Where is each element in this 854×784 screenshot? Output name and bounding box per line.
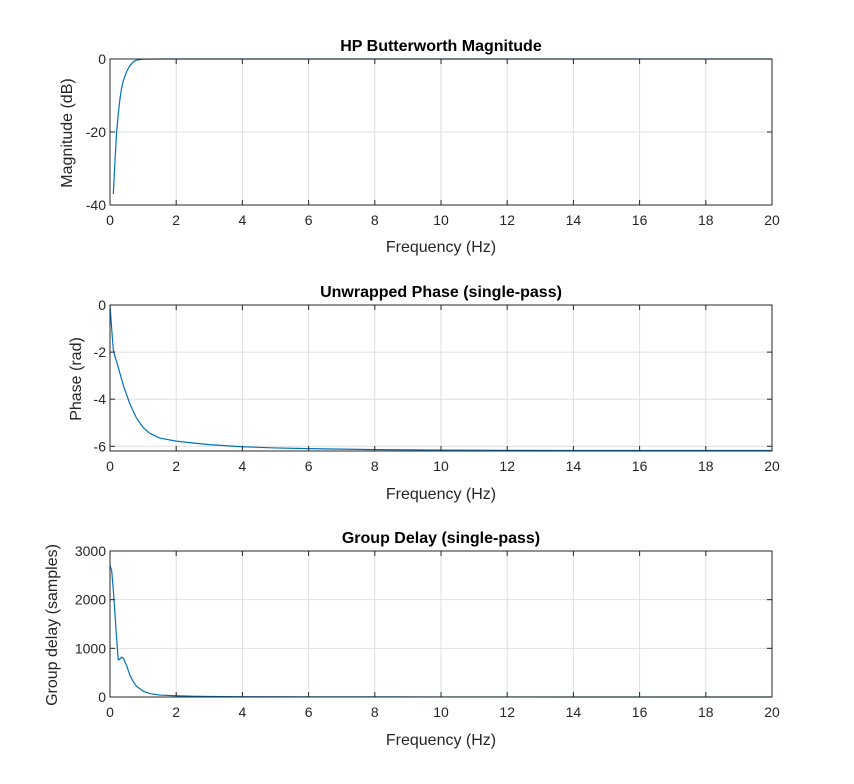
magnitude-xtick-label: 20 — [764, 212, 780, 228]
phase-xtick-label: 20 — [764, 458, 780, 474]
phase-xtick-label: 6 — [305, 458, 313, 474]
group-delay-xtick-label: 12 — [499, 704, 515, 720]
magnitude-xlabel: Frequency (Hz) — [386, 239, 496, 256]
group-delay-ytick-label: 2000 — [75, 592, 106, 608]
group-delay-xtick-label: 14 — [566, 704, 582, 720]
group-delay-xtick-label: 16 — [632, 704, 648, 720]
group-delay-ytick-label: 0 — [98, 689, 106, 705]
phase-axes: Unwrapped Phase (single-pass) Frequency … — [68, 284, 780, 503]
phase-xtick-label: 8 — [371, 458, 379, 474]
phase-title: Unwrapped Phase (single-pass) — [320, 284, 562, 301]
group-delay-xtick-label: 4 — [239, 704, 247, 720]
magnitude-ytick-label: -40 — [86, 197, 106, 213]
group-delay-xlabel: Frequency (Hz) — [386, 732, 496, 749]
group-delay-ytick-label: 1000 — [75, 640, 106, 656]
phase-xtick-label: 2 — [172, 458, 180, 474]
group-delay-axes: Group Delay (single-pass) Frequency (Hz)… — [44, 530, 780, 749]
phase-ytick-label: 0 — [98, 297, 106, 313]
magnitude-xtick-label: 12 — [499, 212, 515, 228]
group-delay-ytick-label: 3000 — [75, 543, 106, 559]
phase-curve — [109, 304, 772, 452]
group-delay-title: Group Delay (single-pass) — [342, 530, 540, 547]
group-delay-xtick-label: 8 — [371, 704, 379, 720]
magnitude-ytick-label: 0 — [98, 51, 106, 67]
phase-xtick-label: 10 — [433, 458, 449, 474]
magnitude-xtick-label: 14 — [566, 212, 582, 228]
group-delay-xtick-label: 0 — [106, 704, 114, 720]
magnitude-xtick-label: 4 — [239, 212, 247, 228]
magnitude-xtick-label: 10 — [433, 212, 449, 228]
group-delay-xtick-label: 10 — [433, 704, 449, 720]
phase-xtick-label: 14 — [566, 458, 582, 474]
magnitude-ylabel: Magnitude (dB) — [59, 78, 76, 187]
magnitude-xtick-label: 18 — [698, 212, 714, 228]
magnitude-title: HP Butterworth Magnitude — [340, 38, 542, 55]
phase-xtick-label: 12 — [499, 458, 515, 474]
phase-xtick-label: 4 — [239, 458, 247, 474]
group-delay-xtick-label: 20 — [764, 704, 780, 720]
magnitude-xtick-label: 0 — [106, 212, 114, 228]
phase-xtick-label: 18 — [698, 458, 714, 474]
phase-xlabel: Frequency (Hz) — [386, 486, 496, 503]
magnitude-xtick-label: 16 — [632, 212, 648, 228]
magnitude-xtick-label: 8 — [371, 212, 379, 228]
phase-ylabel: Phase (rad) — [68, 337, 85, 421]
magnitude-xtick-label: 6 — [305, 212, 313, 228]
magnitude-xtick-label: 2 — [172, 212, 180, 228]
group-delay-xtick-label: 18 — [698, 704, 714, 720]
magnitude-axes: HP Butterworth Magnitude Frequency (Hz) … — [59, 38, 780, 256]
phase-ytick-label: -2 — [94, 344, 107, 360]
magnitude-ytick-label: -20 — [86, 124, 106, 140]
group-delay-xtick-label: 6 — [305, 704, 313, 720]
group-delay-xtick-label: 2 — [172, 704, 180, 720]
phase-xtick-label: 16 — [632, 458, 648, 474]
group-delay-ylabel: Group delay (samples) — [44, 544, 61, 706]
phase-xtick-label: 0 — [106, 458, 114, 474]
phase-ytick-label: -4 — [94, 391, 107, 407]
phase-ytick-label: -6 — [94, 438, 107, 454]
